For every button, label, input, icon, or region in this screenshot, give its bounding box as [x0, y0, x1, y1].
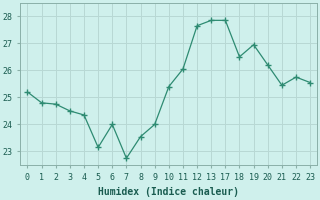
X-axis label: Humidex (Indice chaleur): Humidex (Indice chaleur) [98, 187, 239, 197]
